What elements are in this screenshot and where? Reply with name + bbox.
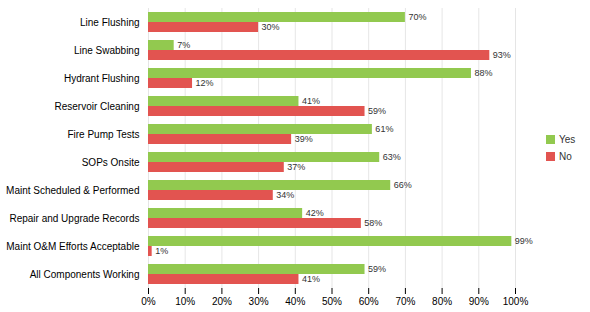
svg-text:Line Swabbing: Line Swabbing xyxy=(74,45,140,56)
svg-text:30%: 30% xyxy=(262,22,280,32)
svg-text:Fire Pump Tests: Fire Pump Tests xyxy=(67,129,139,140)
svg-text:42%: 42% xyxy=(306,208,324,218)
svg-text:59%: 59% xyxy=(368,106,386,116)
svg-text:Line Flushing: Line Flushing xyxy=(80,17,139,28)
svg-text:93%: 93% xyxy=(493,50,511,60)
svg-text:90%: 90% xyxy=(469,296,489,307)
svg-text:12%: 12% xyxy=(196,78,214,88)
svg-text:Maint O&M Efforts Acceptable: Maint O&M Efforts Acceptable xyxy=(6,241,140,252)
svg-text:100%: 100% xyxy=(503,296,529,307)
svg-text:50%: 50% xyxy=(322,296,342,307)
svg-text:0%: 0% xyxy=(141,296,156,307)
svg-text:58%: 58% xyxy=(364,218,382,228)
svg-text:1%: 1% xyxy=(155,246,168,256)
svg-text:30%: 30% xyxy=(249,296,269,307)
svg-text:SOPs Onsite: SOPs Onsite xyxy=(82,157,140,168)
svg-text:41%: 41% xyxy=(302,274,320,284)
svg-text:60%: 60% xyxy=(359,296,379,307)
svg-text:39%: 39% xyxy=(295,134,313,144)
svg-text:99%: 99% xyxy=(515,236,533,246)
svg-text:20%: 20% xyxy=(212,296,232,307)
html-text:No: No xyxy=(559,151,572,162)
svg-text:59%: 59% xyxy=(368,264,386,274)
svg-text:70%: 70% xyxy=(408,12,426,22)
svg-text:7%: 7% xyxy=(177,40,190,50)
svg-text:40%: 40% xyxy=(285,296,305,307)
svg-text:34%: 34% xyxy=(276,190,294,200)
svg-text:Hydrant Flushing: Hydrant Flushing xyxy=(64,73,140,84)
svg-text:Reservoir Cleaning: Reservoir Cleaning xyxy=(54,101,139,112)
svg-text:Maint Scheduled & Performed: Maint Scheduled & Performed xyxy=(6,185,139,196)
svg-text:10%: 10% xyxy=(175,296,195,307)
svg-text:70%: 70% xyxy=(395,296,415,307)
svg-text:All Components Working: All Components Working xyxy=(30,269,140,280)
html-text:Yes: Yes xyxy=(559,134,576,145)
svg-text:88%: 88% xyxy=(474,68,492,78)
svg-text:66%: 66% xyxy=(394,180,412,190)
svg-text:37%: 37% xyxy=(287,162,305,172)
svg-text:61%: 61% xyxy=(375,124,393,134)
svg-text:41%: 41% xyxy=(302,96,320,106)
svg-text:Repair and Upgrade Records: Repair and Upgrade Records xyxy=(9,213,139,224)
svg-text:63%: 63% xyxy=(383,152,401,162)
svg-text:80%: 80% xyxy=(432,296,452,307)
